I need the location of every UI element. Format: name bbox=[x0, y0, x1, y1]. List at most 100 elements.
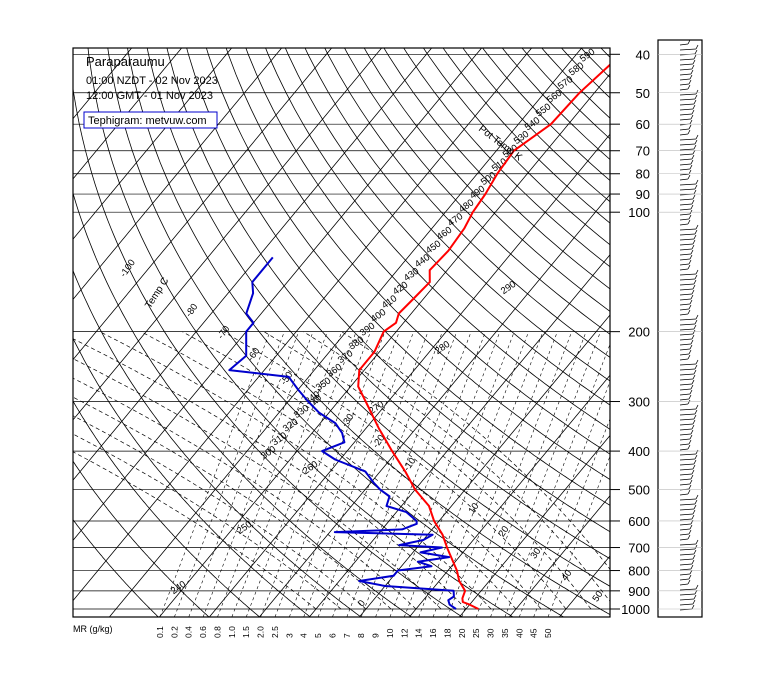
wind-barb-flag bbox=[693, 324, 697, 330]
pressure-label: 500 bbox=[628, 483, 650, 498]
wind-barb-flag bbox=[692, 599, 696, 605]
wind-barb-flag bbox=[687, 84, 691, 90]
wind-barb-flag bbox=[688, 79, 692, 85]
wind-barb-flag bbox=[689, 164, 693, 170]
isotherm-line bbox=[208, 133, 610, 617]
wind-barb bbox=[679, 478, 692, 481]
isotherm-line bbox=[408, 374, 610, 617]
mixing-ratio-line bbox=[447, 331, 558, 617]
wind-barb bbox=[679, 573, 691, 576]
wind-barb-flag bbox=[694, 184, 698, 190]
mr-tick-label: 0.2 bbox=[169, 626, 179, 638]
dry-adiabat-line bbox=[73, 337, 311, 617]
isotherm-line bbox=[73, 48, 183, 180]
wind-barb bbox=[679, 548, 696, 551]
isotherm-line bbox=[73, 48, 333, 361]
mixing-ratio-line bbox=[518, 380, 610, 617]
mr-tick-label: 0.1 bbox=[155, 626, 165, 638]
wind-barb-flag bbox=[693, 189, 697, 195]
wind-barb-flag bbox=[687, 129, 691, 135]
wind-barb bbox=[679, 133, 689, 136]
mixing-ratio-line bbox=[289, 331, 400, 617]
temperature-label: 20 bbox=[496, 524, 511, 539]
dry-adiabat-line bbox=[73, 400, 261, 617]
dry-adiabat-line bbox=[700, 31, 760, 617]
wind-barb-flag bbox=[695, 359, 699, 365]
wind-barb-flag bbox=[687, 309, 691, 315]
mr-tick-label: 30 bbox=[486, 628, 496, 638]
temp-axis-label: Temp C bbox=[143, 276, 171, 311]
wind-barb-flag bbox=[695, 269, 699, 275]
mixing-ratio-line bbox=[188, 331, 300, 617]
wind-barb-flag bbox=[689, 119, 693, 125]
temperature-label: 30 bbox=[528, 546, 543, 561]
saturated-adiabat-line bbox=[263, 331, 592, 610]
mixing-ratio-line bbox=[303, 331, 414, 617]
wind-barb-flag bbox=[693, 414, 697, 420]
wind-barb-flag bbox=[687, 264, 691, 270]
wind-barb bbox=[679, 553, 695, 556]
wind-barb-flag bbox=[689, 299, 693, 305]
mixing-ratio-line bbox=[375, 331, 486, 617]
pressure-label: 50 bbox=[636, 86, 650, 101]
pot-temp-label: 250 bbox=[235, 519, 254, 537]
wind-barb-flag bbox=[688, 259, 692, 265]
wind-barb-flag bbox=[692, 284, 696, 290]
wind-barb bbox=[679, 343, 692, 346]
dry-adiabat-line bbox=[403, 48, 610, 268]
isotherm-line bbox=[158, 73, 610, 617]
mixing-ratio-line bbox=[159, 331, 271, 617]
wind-barb-flag bbox=[689, 344, 693, 350]
mixing-ratio-line bbox=[360, 331, 472, 617]
mixing-ratio-line bbox=[346, 331, 458, 617]
wind-barb-flag bbox=[688, 214, 692, 220]
wind-barb-flag bbox=[691, 604, 695, 610]
dry-adiabat-line bbox=[146, 48, 610, 587]
wind-barb bbox=[679, 403, 689, 406]
wind-barb-flag bbox=[695, 584, 699, 590]
dry-adiabat-line bbox=[186, 48, 610, 533]
wind-barb-flag bbox=[695, 224, 699, 230]
wind-barb-flag bbox=[694, 364, 698, 370]
wind-barb-flag bbox=[689, 389, 693, 395]
wind-barb bbox=[679, 198, 694, 201]
wind-barb bbox=[679, 303, 691, 306]
wind-barb bbox=[679, 433, 692, 436]
wind-barb bbox=[679, 103, 695, 106]
dry-adiabat-line bbox=[87, 48, 514, 617]
wind-barb-flag bbox=[687, 174, 691, 180]
mr-tick-label: 0.8 bbox=[212, 626, 222, 638]
wind-barb bbox=[679, 128, 690, 131]
wind-barb bbox=[679, 568, 692, 571]
wind-barb-flag bbox=[692, 329, 696, 335]
wind-barb bbox=[679, 473, 693, 476]
wind-barb-flag bbox=[692, 104, 696, 110]
dry-adiabat-line bbox=[442, 48, 610, 224]
wind-barb bbox=[679, 223, 689, 226]
pressure-label: 900 bbox=[628, 584, 650, 599]
wind-barb-flag bbox=[690, 474, 694, 480]
pot-temp-labels: 2402502602702802903003103203303403503603… bbox=[169, 47, 597, 597]
wind-barb bbox=[679, 243, 694, 246]
wind-barb-flag bbox=[694, 94, 698, 100]
wind-barb bbox=[679, 558, 694, 561]
wind-barb-flag bbox=[695, 449, 699, 455]
isotherm-line bbox=[258, 193, 610, 617]
wind-barb bbox=[679, 398, 690, 401]
wind-barb-flag bbox=[692, 464, 696, 470]
mr-tick-label: 16 bbox=[428, 628, 438, 638]
mixing-ratio-line bbox=[202, 331, 314, 617]
mr-tick-label: 14 bbox=[414, 628, 424, 638]
wind-barb bbox=[679, 248, 693, 251]
saturated-adiabat-line bbox=[73, 396, 392, 610]
temperature-label: -50 bbox=[279, 370, 296, 388]
dry-adiabat-line bbox=[127, 48, 610, 616]
wind-barb bbox=[679, 83, 690, 86]
wind-barb-flag bbox=[690, 249, 694, 255]
wind-barb bbox=[679, 438, 691, 441]
dry-adiabat-line bbox=[719, 31, 760, 617]
isotherm-line bbox=[73, 48, 433, 481]
wind-barb bbox=[679, 523, 692, 526]
wind-barb-flag bbox=[691, 424, 695, 430]
